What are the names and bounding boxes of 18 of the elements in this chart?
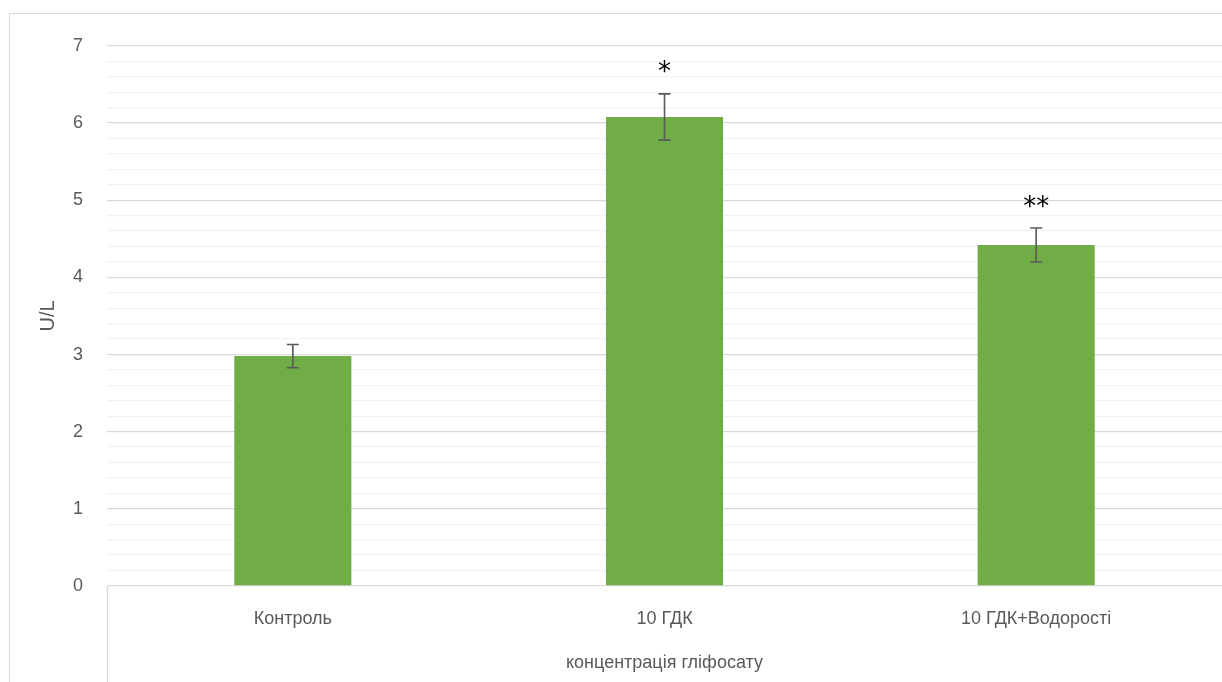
- y-tick-label: 2: [72, 420, 83, 441]
- bar: [234, 356, 352, 586]
- y-tick-label: 3: [72, 343, 83, 364]
- y-tick-label: 4: [72, 266, 83, 287]
- y-tick-label: 5: [72, 189, 83, 210]
- bar: [605, 116, 724, 586]
- x-tick-label: 10 ГДК+Водорості: [961, 607, 1112, 628]
- x-axis-title: концентрація гліфосату: [566, 652, 763, 673]
- annotation: *: [658, 56, 671, 87]
- y-tick-label: 1: [72, 497, 83, 518]
- y-tick-label: 7: [72, 34, 83, 55]
- y-axis-title: U/L: [35, 300, 58, 332]
- y-tick-label: 0: [72, 574, 83, 595]
- x-tick-label: 10 ГДК: [636, 607, 694, 628]
- x-tick-label: Контроль: [253, 607, 332, 628]
- y-tick-label: 6: [72, 112, 83, 133]
- annotation: **: [1023, 190, 1050, 221]
- bar: [977, 245, 1095, 586]
